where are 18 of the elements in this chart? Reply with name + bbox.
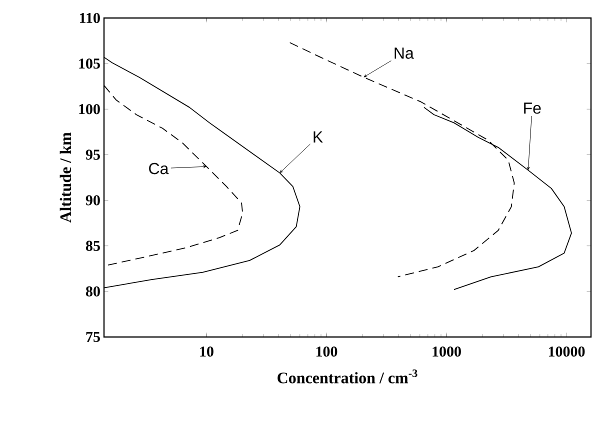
annotation: Na <box>394 48 414 59</box>
annotation: Ca <box>149 162 169 174</box>
y-tick-label: 110 <box>80 12 100 24</box>
x-tick-label: 10000 <box>548 346 585 357</box>
y-tick-label: 100 <box>79 104 100 114</box>
x-tick-label: 1000 <box>432 346 461 357</box>
annotation: K <box>314 131 323 142</box>
x-tick-label: 100 <box>316 346 338 357</box>
y-tick-label: 105 <box>79 58 100 69</box>
y-tick-label: 90 <box>86 195 100 206</box>
y-tick-label: 80 <box>86 286 100 296</box>
y-axis-title: Altitude / km <box>60 132 72 223</box>
annotation: Fe <box>524 102 541 114</box>
y-tick-label: 75 <box>86 332 100 342</box>
y-tick-label: 95 <box>86 150 100 160</box>
x-tick-label: 10 <box>200 346 214 357</box>
x-axis-title: Concentration / cm$^{-3}$ <box>278 370 418 384</box>
y-tick-label: 85 <box>86 240 100 251</box>
